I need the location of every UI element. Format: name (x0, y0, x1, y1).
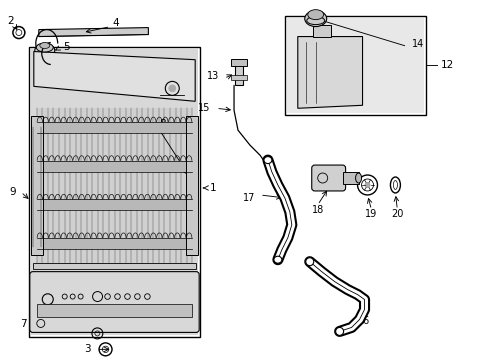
Text: 5: 5 (62, 41, 69, 51)
Text: 8: 8 (159, 119, 165, 129)
Ellipse shape (264, 157, 271, 163)
Text: 4: 4 (112, 18, 119, 28)
Circle shape (364, 182, 370, 188)
Polygon shape (34, 51, 195, 101)
Circle shape (168, 85, 175, 92)
Bar (342, 172, 358, 184)
Ellipse shape (307, 10, 323, 20)
Bar (186, 116, 198, 255)
Ellipse shape (393, 180, 397, 189)
Bar (33, 263, 196, 269)
Ellipse shape (306, 17, 324, 24)
Bar (31, 49, 198, 336)
Bar (37, 199, 192, 210)
Text: 7: 7 (20, 319, 27, 329)
Text: 9: 9 (9, 187, 16, 197)
Bar (37, 108, 192, 263)
Text: 12: 12 (440, 60, 453, 71)
Text: 1: 1 (210, 183, 216, 193)
Bar (230, 75, 246, 80)
Text: 15: 15 (197, 103, 210, 113)
Polygon shape (297, 37, 362, 108)
Text: 6: 6 (147, 64, 153, 75)
Text: 19: 19 (365, 209, 377, 219)
Bar (286, 18, 424, 113)
Bar (29, 46, 200, 337)
Bar (312, 24, 330, 37)
Ellipse shape (355, 173, 361, 183)
Bar (37, 238, 192, 249)
Text: 13: 13 (206, 71, 219, 81)
Text: 17: 17 (242, 193, 254, 203)
Ellipse shape (35, 44, 55, 58)
Text: 14: 14 (411, 39, 424, 49)
Ellipse shape (36, 43, 53, 52)
Polygon shape (39, 28, 148, 37)
Ellipse shape (273, 256, 281, 263)
FancyBboxPatch shape (311, 165, 345, 191)
Bar (37, 161, 192, 172)
Ellipse shape (40, 42, 50, 49)
Text: 3: 3 (84, 345, 90, 354)
Bar (37, 122, 192, 133)
Ellipse shape (335, 328, 343, 336)
Bar (285, 15, 426, 115)
Ellipse shape (389, 177, 400, 193)
Text: 11: 11 (150, 292, 162, 302)
Bar (230, 59, 246, 67)
Bar (31, 116, 42, 255)
Text: 18: 18 (311, 205, 323, 215)
Text: 16: 16 (358, 316, 370, 327)
FancyBboxPatch shape (30, 272, 199, 332)
Text: 2: 2 (8, 15, 14, 26)
Bar (235, 60, 243, 85)
Bar (37, 304, 192, 318)
Text: 20: 20 (390, 209, 403, 219)
Ellipse shape (304, 11, 326, 27)
Ellipse shape (305, 258, 313, 266)
Text: 10: 10 (72, 289, 84, 300)
